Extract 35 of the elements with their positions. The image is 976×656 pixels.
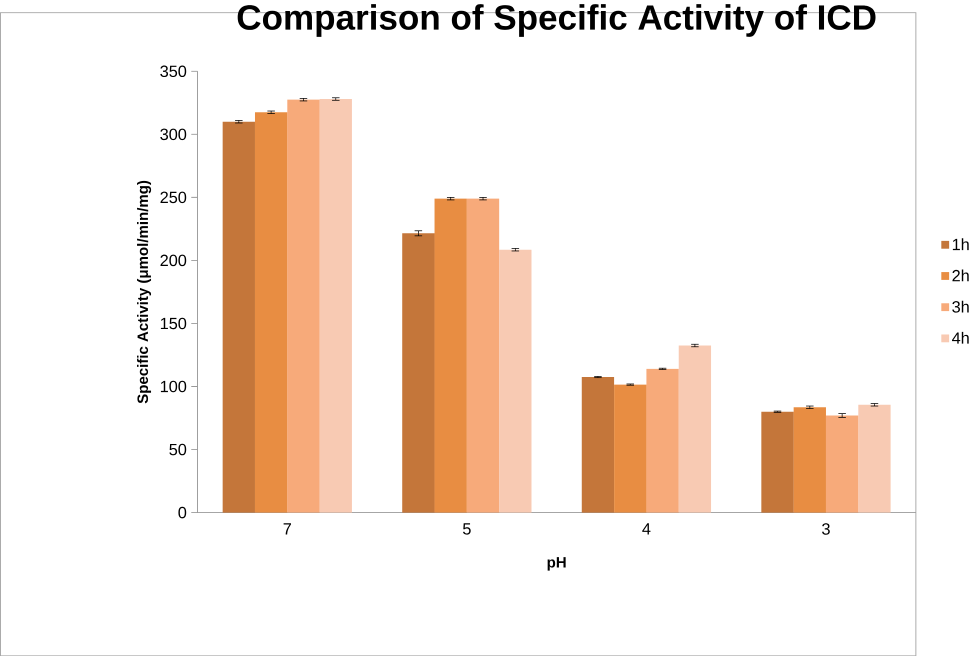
y-tick-label: 0 (178, 506, 186, 518)
bar (434, 198, 467, 512)
x-tick-label: 4 (642, 523, 650, 534)
legend-label: 3h (952, 300, 969, 313)
chart-title: Comparison of Specific Activity of ICD (238, 4, 876, 37)
legend-label: 4h (952, 332, 969, 344)
x-tick-label: 7 (284, 523, 291, 534)
y-tick-label: 100 (160, 380, 186, 392)
y-tick-label: 350 (160, 65, 186, 77)
bar (794, 407, 826, 512)
bar (678, 345, 712, 512)
y-axis-title: Specific Activity (μmol/min/mg) (137, 180, 152, 404)
bar (614, 384, 646, 512)
x-axis-title: pH (548, 557, 566, 570)
y-tick-label: 300 (160, 128, 186, 140)
bar (320, 98, 352, 512)
legend-label: 1h (952, 238, 969, 250)
bar (222, 122, 255, 512)
legend-label: 2h (952, 269, 969, 282)
bar (499, 250, 532, 512)
y-tick-label: 200 (160, 254, 186, 266)
bar (761, 412, 794, 512)
x-tick-label: 3 (822, 523, 830, 535)
bar (402, 233, 435, 512)
bar (466, 198, 500, 512)
x-tick-label: 5 (462, 523, 471, 534)
y-tick-label: 250 (160, 191, 186, 203)
bar (582, 376, 614, 512)
y-tick-label: 150 (160, 318, 186, 330)
y-tick-label: 50 (169, 444, 186, 456)
bar (287, 100, 320, 512)
bar (254, 112, 288, 512)
bar (646, 368, 679, 512)
bar (826, 415, 858, 512)
bar (858, 404, 891, 512)
